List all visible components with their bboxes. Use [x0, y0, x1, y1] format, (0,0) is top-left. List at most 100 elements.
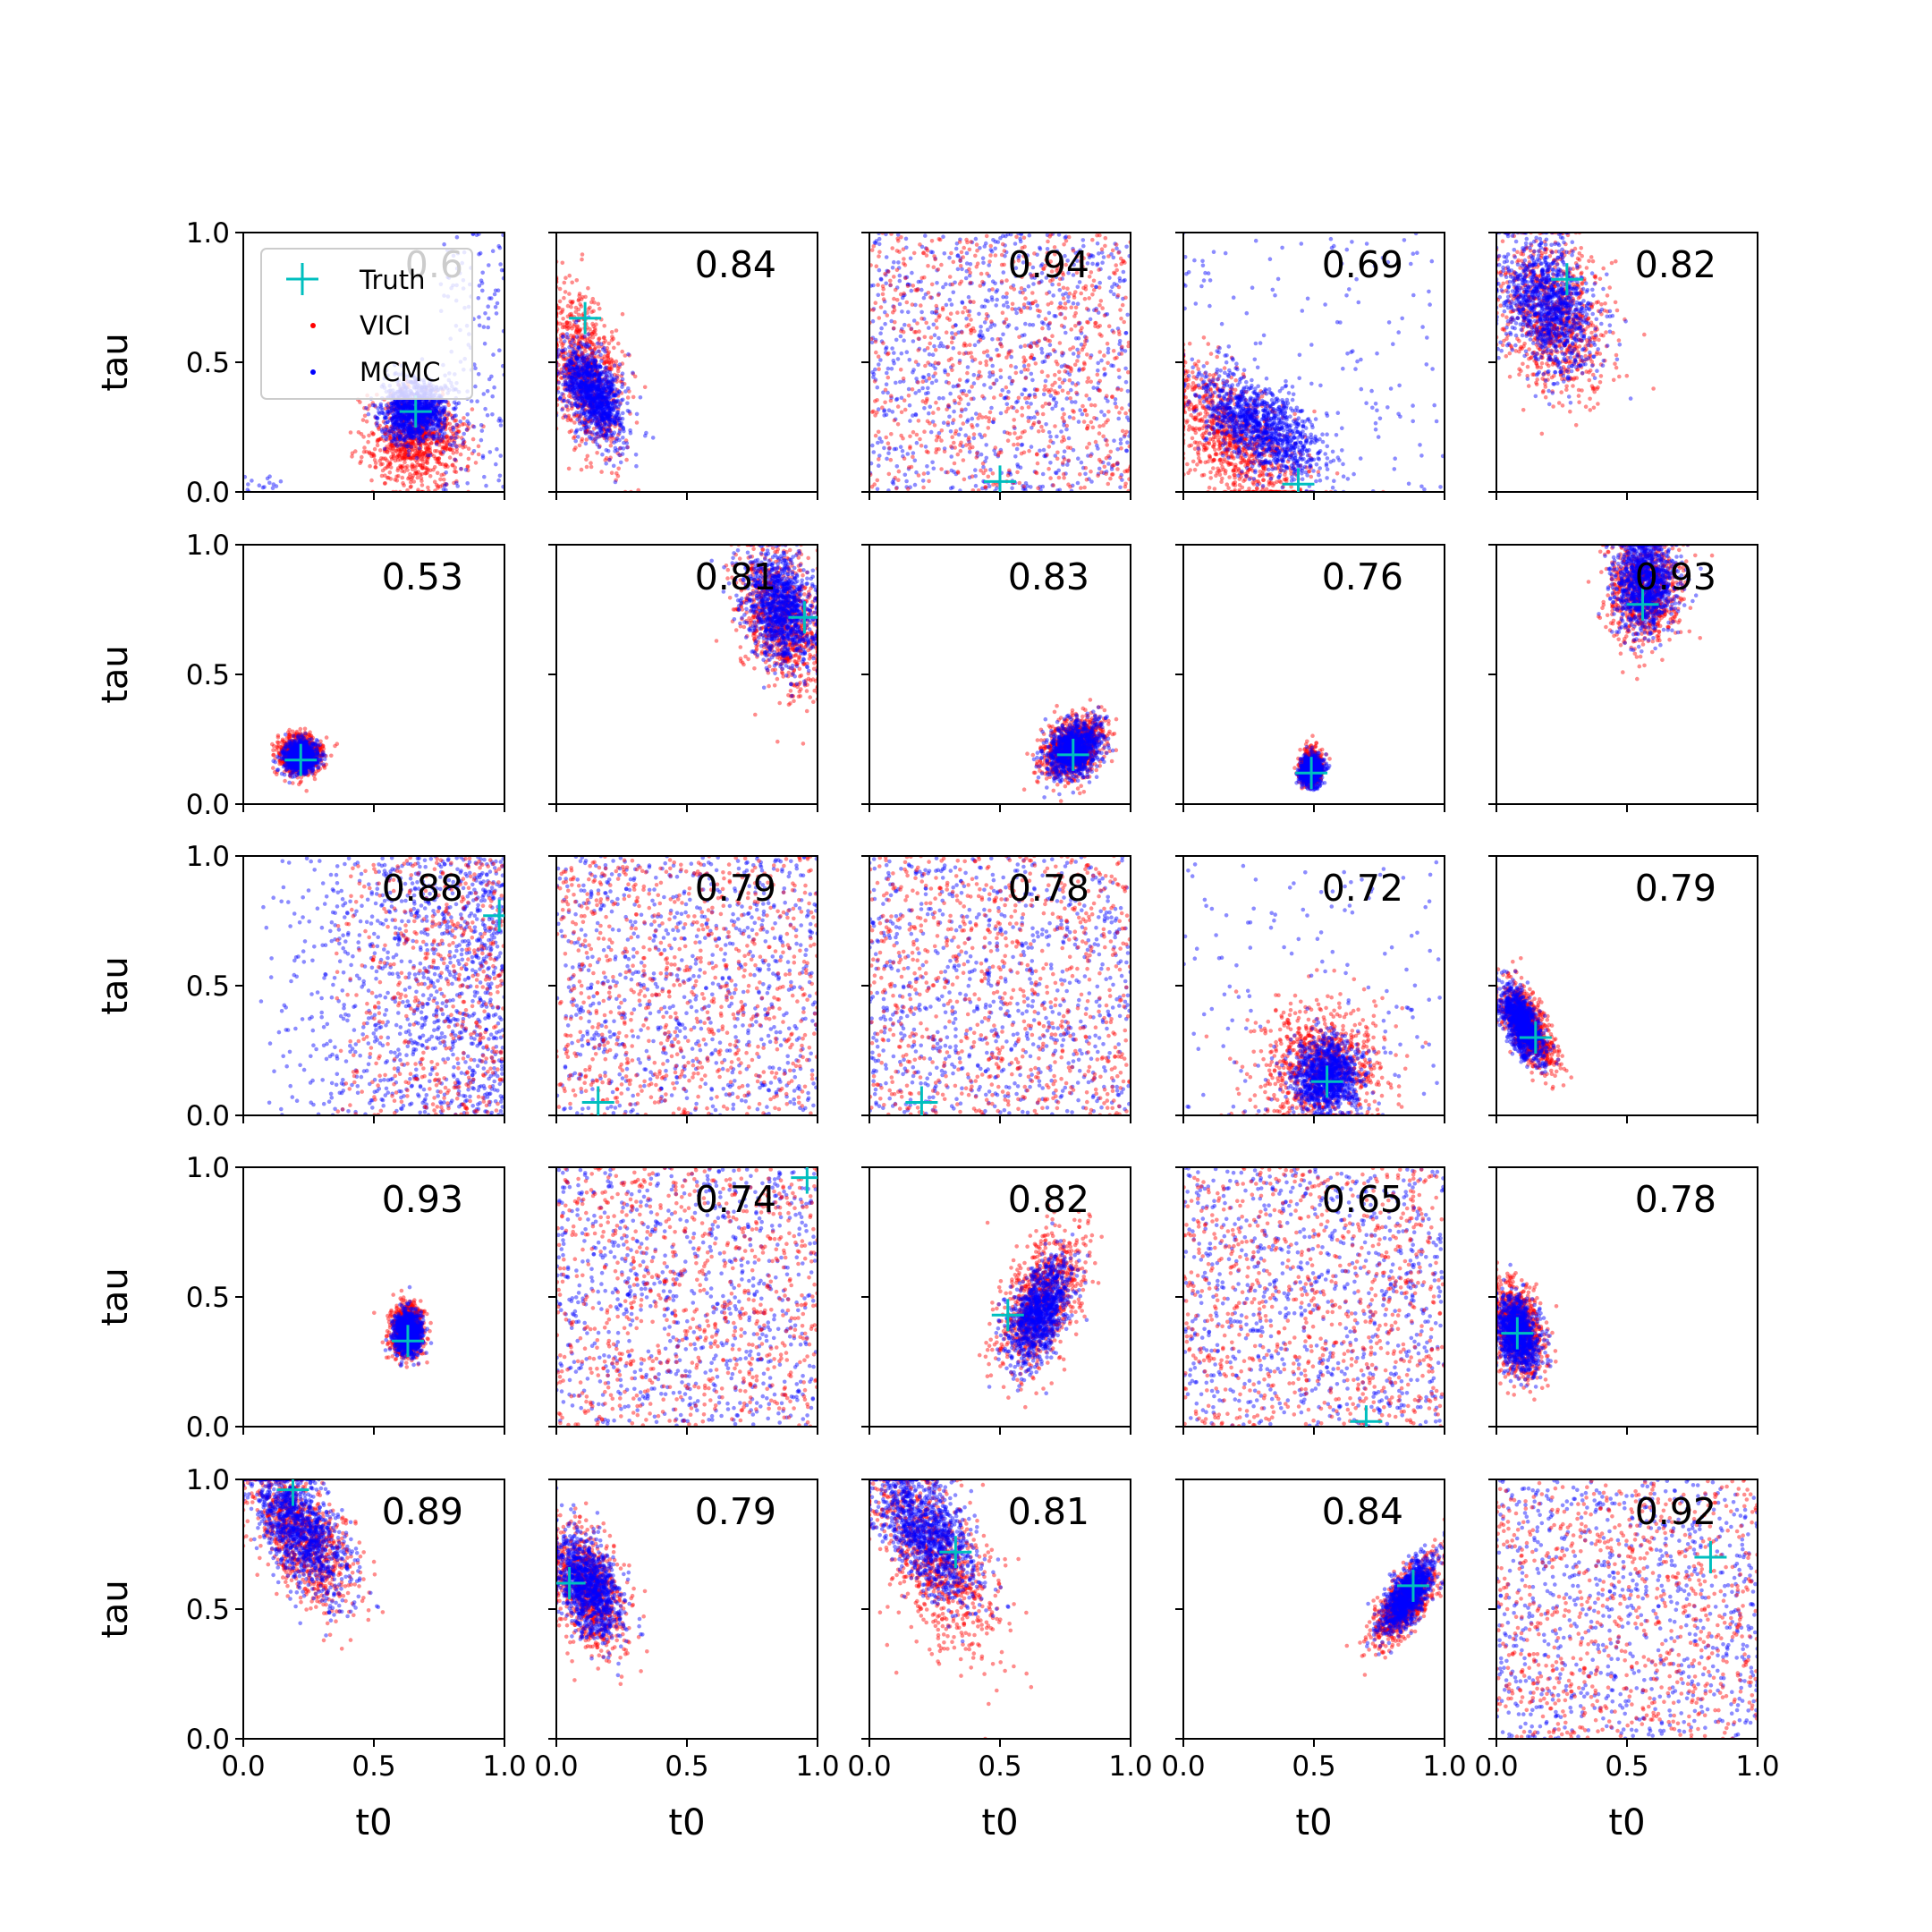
- vici-point: [597, 382, 602, 387]
- vici-point: [591, 343, 597, 347]
- mcmc-point: [578, 340, 583, 345]
- vici-point: [591, 427, 597, 431]
- mcmc-point: [909, 288, 914, 293]
- vici-point: [568, 324, 572, 329]
- vici-point: [388, 428, 394, 434]
- vici-point: [612, 345, 616, 351]
- mcmc-point: [592, 361, 597, 367]
- vici-point: [583, 429, 589, 434]
- vici-point: [583, 369, 588, 373]
- vici-point: [605, 366, 609, 370]
- vici-point: [431, 431, 436, 436]
- mcmc-point: [597, 378, 602, 384]
- mcmc-point: [437, 411, 442, 416]
- vici-point: [405, 453, 411, 457]
- vici-point: [619, 391, 624, 395]
- vici-point: [408, 428, 413, 434]
- mcmc-point: [569, 360, 573, 365]
- mcmc-point: [394, 419, 399, 423]
- vici-point: [614, 436, 619, 442]
- vici-point: [1033, 361, 1038, 366]
- vici-point: [591, 405, 597, 410]
- vici-point: [589, 402, 595, 406]
- mcmc-point: [900, 309, 904, 314]
- vici-point: [593, 394, 597, 398]
- mcmc-point: [615, 399, 620, 404]
- vici-point: [607, 364, 612, 369]
- vici-point: [588, 402, 592, 407]
- vici-point: [369, 478, 374, 483]
- vici-point: [386, 429, 391, 435]
- vici-point: [580, 356, 586, 360]
- vici-point: [422, 404, 428, 409]
- vici-point: [402, 440, 408, 445]
- mcmc-point: [372, 403, 377, 408]
- vici-point: [463, 445, 468, 449]
- mcmc-point: [600, 452, 605, 457]
- vici-point: [609, 338, 614, 343]
- mcmc-point: [600, 394, 605, 399]
- vici-point: [606, 414, 611, 419]
- vici-point: [599, 397, 604, 402]
- vici-point: [597, 394, 603, 399]
- mcmc-point: [423, 405, 428, 410]
- mcmc-point: [481, 392, 487, 396]
- mcmc-point: [409, 427, 413, 432]
- vici-point: [397, 428, 402, 434]
- mcmc-point: [876, 440, 880, 445]
- mcmc-point: [427, 403, 432, 409]
- mcmc-point: [995, 297, 999, 302]
- vici-point: [1085, 379, 1089, 385]
- vici-point: [444, 445, 448, 449]
- mcmc-point: [570, 354, 574, 360]
- mcmc-point: [398, 404, 402, 410]
- mcmc-point: [455, 484, 460, 488]
- vici-point: [1004, 317, 1009, 322]
- mcmc-point: [581, 396, 587, 401]
- mcmc-point: [453, 413, 458, 418]
- mcmc-point: [436, 423, 440, 428]
- mcmc-point: [416, 417, 421, 421]
- vici-point: [586, 357, 590, 361]
- vici-point: [560, 406, 565, 411]
- mcmc-point: [459, 466, 463, 471]
- mcmc-point: [585, 344, 590, 350]
- vici-point: [602, 420, 607, 426]
- mcmc-point: [433, 415, 438, 419]
- vici-point: [606, 424, 611, 429]
- mcmc-point: [606, 385, 611, 389]
- mcmc-point: [442, 410, 447, 415]
- vici-point: [362, 445, 367, 450]
- vici-point: [465, 465, 470, 470]
- vici-point: [401, 444, 406, 449]
- vici-point: [600, 398, 605, 402]
- vici-point: [605, 414, 609, 419]
- vici-point: [401, 424, 405, 428]
- vici-point: [587, 374, 591, 378]
- mcmc-point: [265, 476, 270, 481]
- mcmc-point: [419, 413, 425, 419]
- mcmc-point: [586, 373, 590, 378]
- mcmc-point: [428, 419, 433, 424]
- vici-point: [564, 404, 570, 410]
- mcmc-point: [606, 404, 611, 409]
- mcmc-point: [487, 450, 493, 454]
- vici-point: [408, 455, 413, 460]
- mcmc-point: [401, 426, 405, 430]
- vici-point: [407, 436, 412, 442]
- mcmc-point: [410, 434, 414, 439]
- vici-point: [419, 436, 425, 441]
- mcmc-point: [428, 412, 433, 418]
- vici-point: [409, 442, 413, 447]
- vici-point: [601, 433, 606, 438]
- vici-point: [415, 475, 420, 480]
- vici-point: [578, 326, 583, 332]
- vici-point: [409, 477, 414, 482]
- vici-point: [592, 326, 597, 331]
- mcmc-point: [402, 438, 408, 444]
- vici-point: [1066, 234, 1072, 240]
- mcmc-point: [586, 398, 591, 403]
- mcmc-point: [433, 422, 438, 428]
- vici-point: [588, 346, 593, 351]
- mcmc-point: [600, 411, 605, 416]
